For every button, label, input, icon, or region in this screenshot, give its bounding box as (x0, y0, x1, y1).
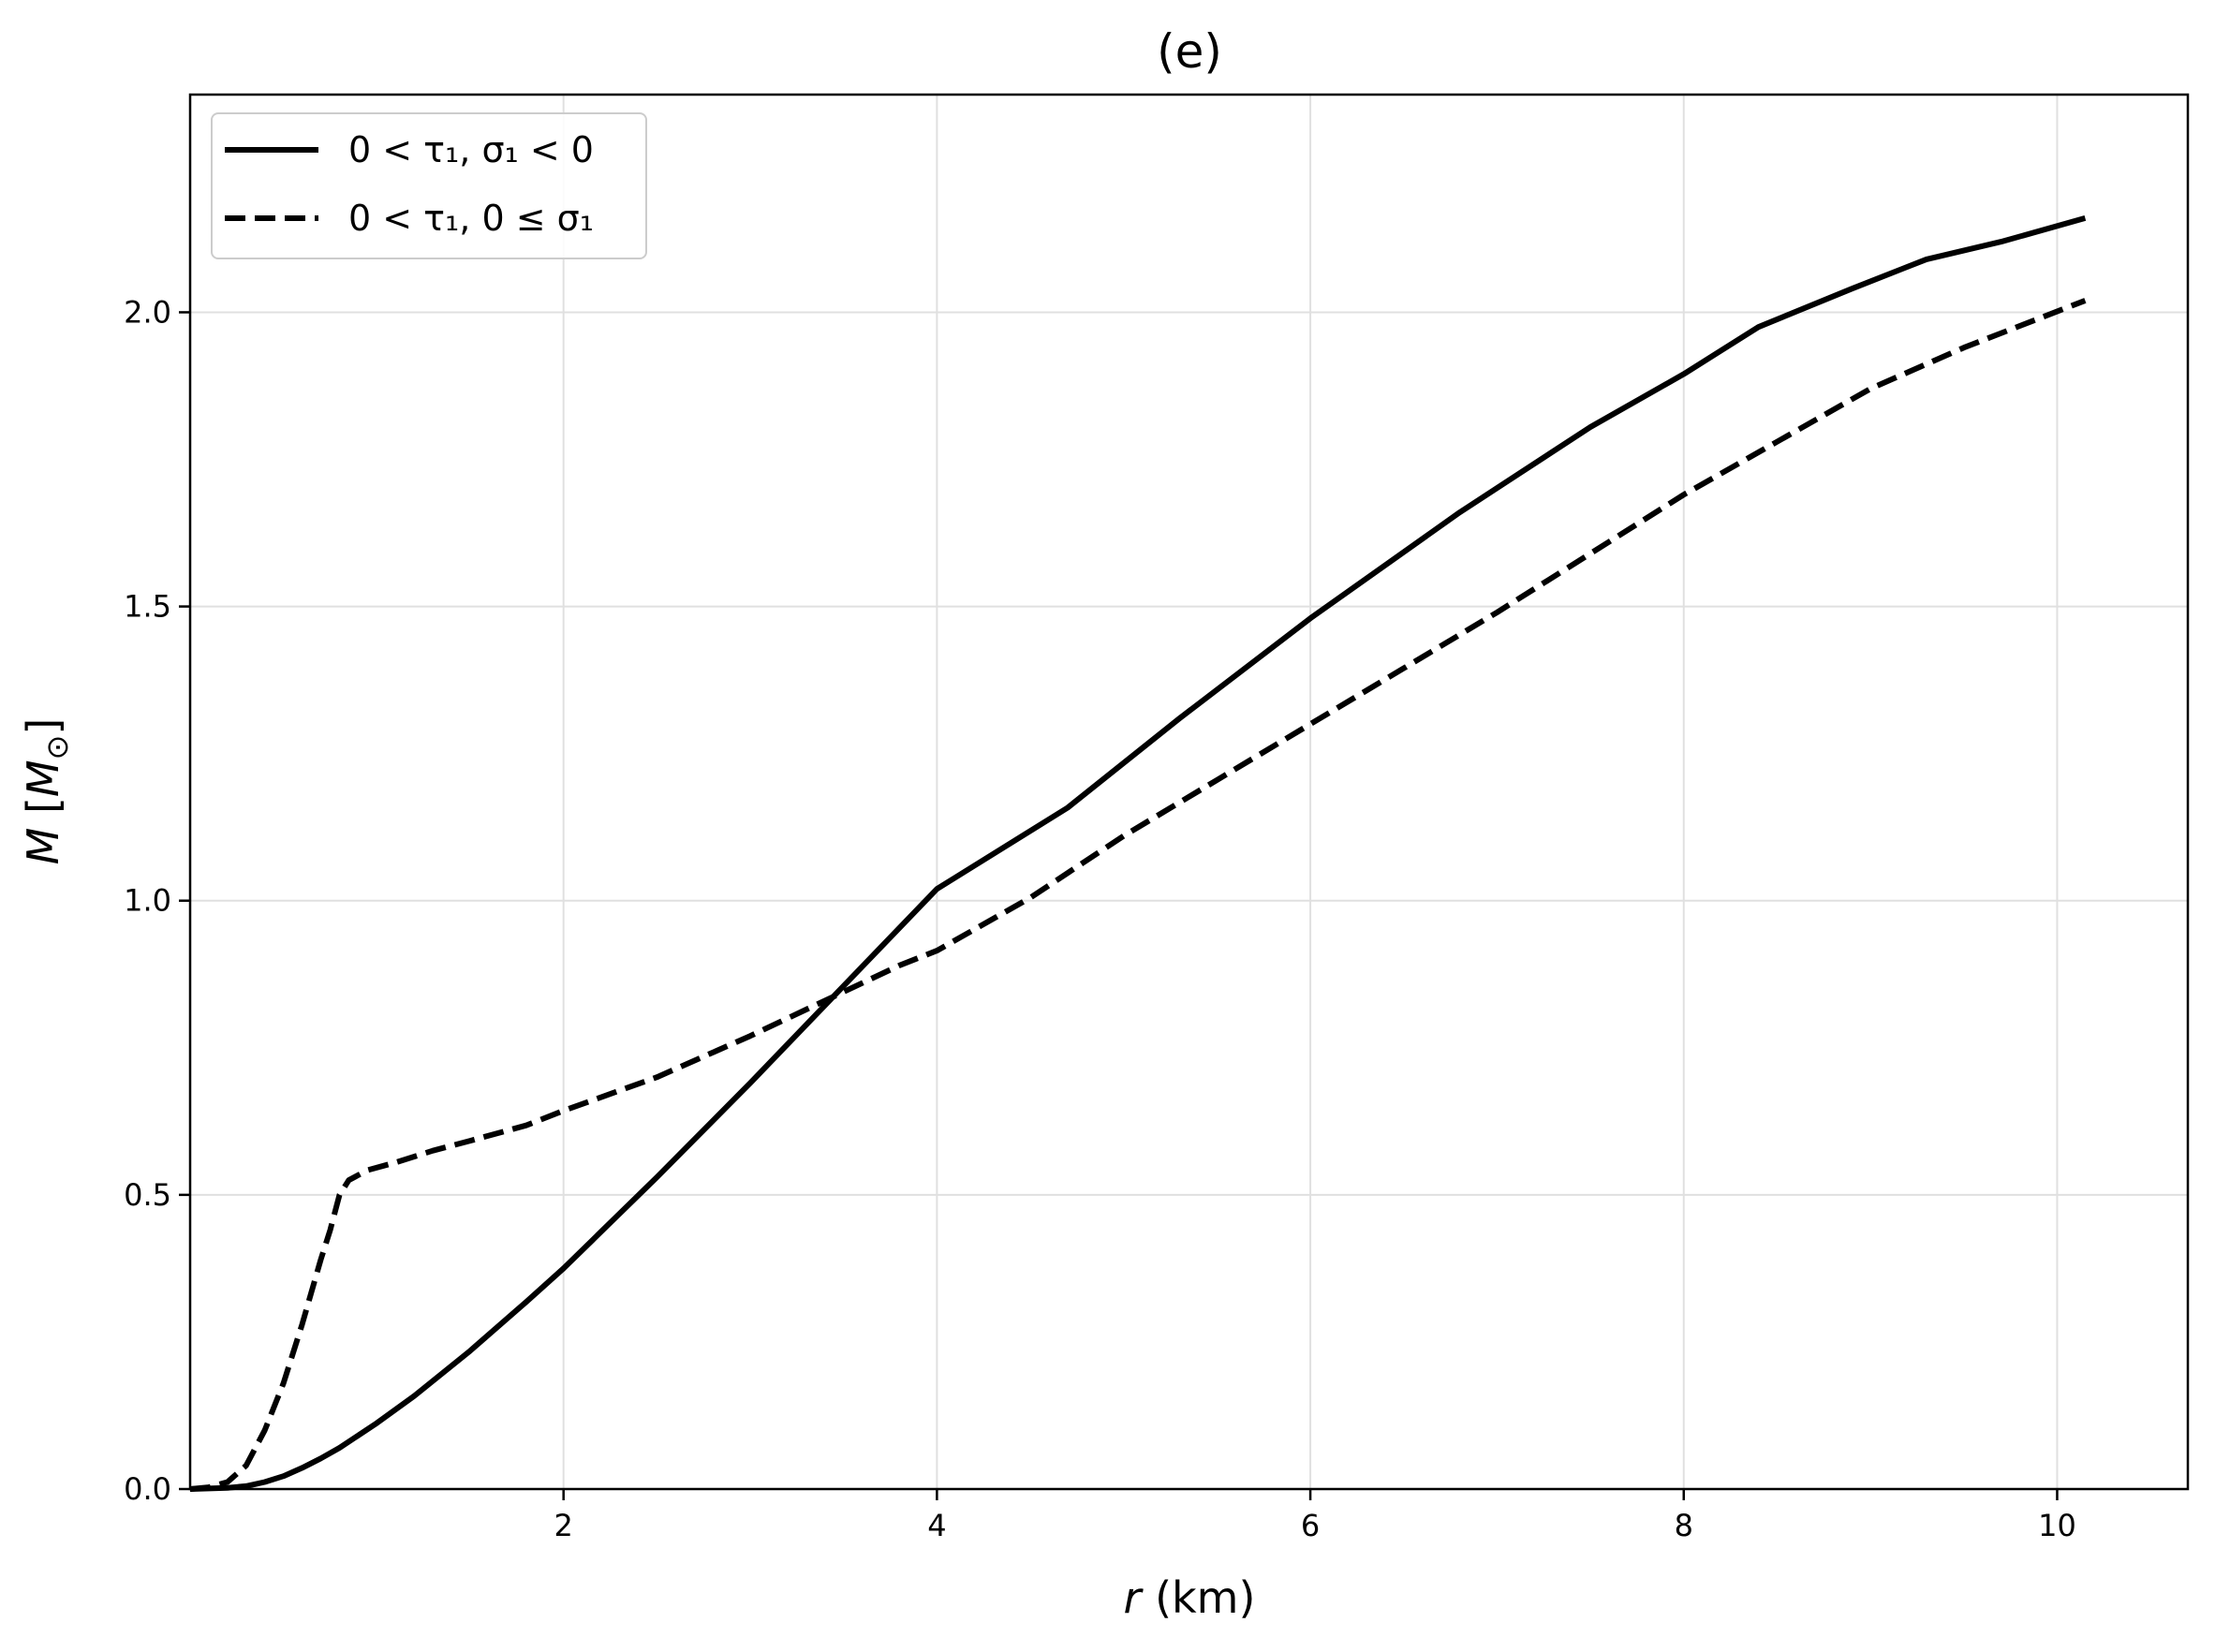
x-tick-label: 4 (927, 1508, 946, 1543)
y-tick-label: 0.5 (124, 1177, 171, 1213)
x-tick-label: 10 (2038, 1508, 2076, 1543)
x-tick-label: 6 (1301, 1508, 1320, 1543)
y-axis-label-var: M (18, 828, 68, 865)
y-tick-label: 2.0 (124, 294, 171, 330)
plot-frame (188, 93, 2190, 1491)
grid (190, 95, 2188, 1489)
x-axis-label: r (km) (1124, 1572, 1256, 1623)
y-axis-label-sub: ⊙ (39, 735, 75, 760)
series-line-solid (189, 215, 2087, 1492)
y-axis-label-open: [ (18, 797, 68, 828)
y-tick-label: 1.0 (124, 883, 171, 919)
series-line-dashed (189, 298, 2087, 1492)
y-axis-label: M [M⊙] (18, 718, 75, 865)
x-axis-label-unit: (km) (1141, 1572, 1255, 1623)
x-axis-label-var: r (1124, 1572, 1144, 1623)
legend: 0 < τ₁, σ₁ < 0 0 < τ₁, 0 ≤ σ₁ (211, 112, 647, 259)
x-tick-label: 2 (554, 1508, 573, 1543)
legend-label-dashed: 0 < τ₁, 0 ≤ σ₁ (348, 198, 594, 239)
y-tick-label: 1.5 (124, 589, 171, 625)
legend-box (211, 112, 647, 259)
y-axis-label-close: ] (18, 718, 68, 735)
ticks: 2 4 6 8 10 0.0 0.5 1.0 1.5 2.0 (124, 294, 2076, 1543)
chart-title: (e) (1157, 24, 1222, 79)
series-layer (189, 215, 2087, 1492)
y-axis-label-unit: M (18, 760, 68, 797)
y-tick-label: 0.0 (124, 1471, 171, 1507)
legend-label-solid: 0 < τ₁, σ₁ < 0 (348, 129, 594, 170)
x-tick-label: 8 (1675, 1508, 1693, 1543)
